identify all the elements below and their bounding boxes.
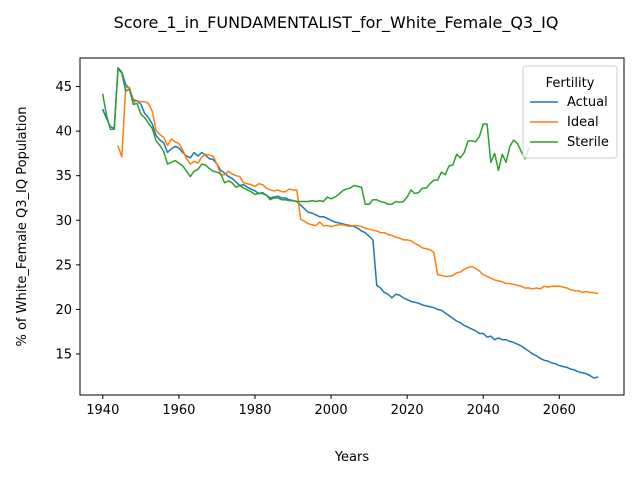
legend: Fertility Actual Ideal Sterile <box>522 65 618 159</box>
x-tick-label: 1960 <box>162 403 195 418</box>
x-tick-label: 1940 <box>86 403 119 418</box>
y-tick-label: 40 <box>55 125 72 140</box>
y-tick-label: 15 <box>55 347 72 362</box>
y-tick-label: 35 <box>55 169 72 184</box>
y-tick-label: 20 <box>55 303 72 318</box>
y-axis-label: % of White_Female Q3_IQ Population <box>15 106 30 346</box>
plot-area <box>79 57 625 396</box>
x-tick-label: 2060 <box>543 403 576 418</box>
axes-frame <box>79 57 625 396</box>
legend-label-actual: Actual <box>567 95 608 110</box>
chart-title: Score_1_in_FUNDAMENTALIST_for_White_Fema… <box>114 13 559 33</box>
legend-title: Fertility <box>546 76 595 91</box>
x-axis: 1940 1960 1980 2000 2020 2040 2060 <box>86 395 576 418</box>
series-line-sterile <box>101 67 530 205</box>
x-axis-label: Years <box>334 450 370 465</box>
series-line-ideal <box>117 86 599 295</box>
y-tick-label: 45 <box>55 80 72 95</box>
x-tick-label: 2040 <box>467 403 500 418</box>
legend-items: Actual Ideal Sterile <box>530 95 609 150</box>
x-tick-label: 2020 <box>391 403 424 418</box>
y-axis: 15 20 25 30 35 40 45 <box>55 80 80 362</box>
legend-label-sterile: Sterile <box>567 135 609 150</box>
legend-box <box>522 65 618 159</box>
y-tick-label: 30 <box>55 214 72 229</box>
x-tick-label: 2000 <box>315 403 348 418</box>
legend-label-ideal: Ideal <box>567 115 599 130</box>
y-tick-label: 25 <box>55 258 72 273</box>
series-layer <box>101 67 599 379</box>
x-tick-label: 1980 <box>238 403 271 418</box>
